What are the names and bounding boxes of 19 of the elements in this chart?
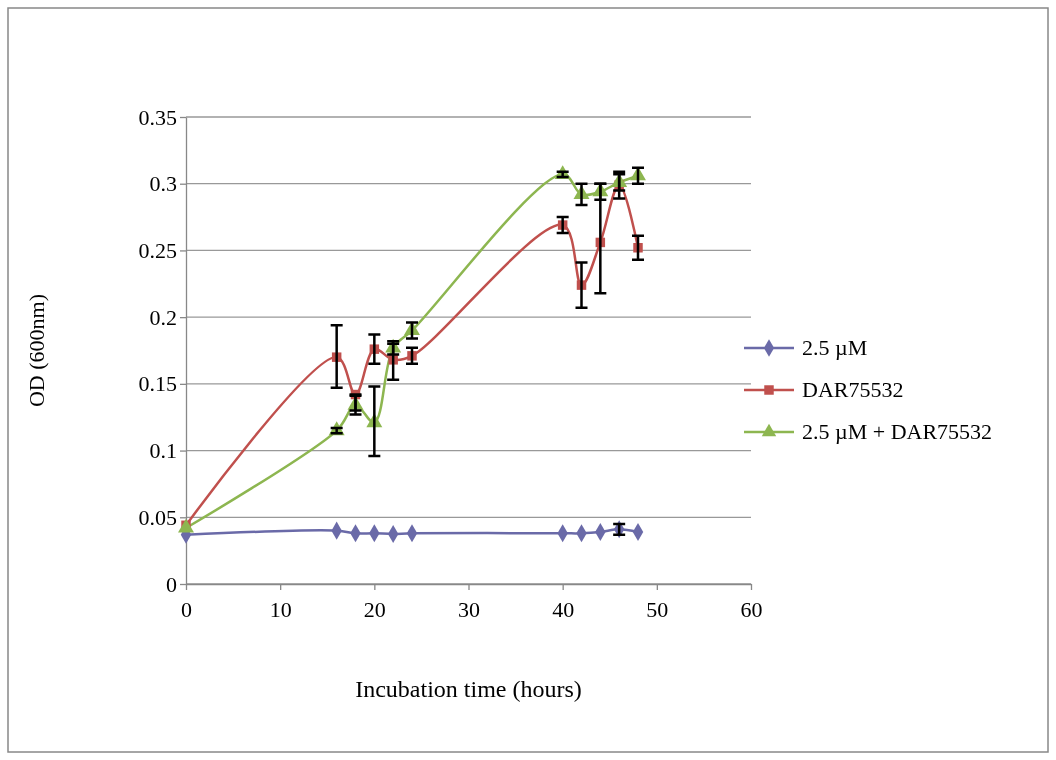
y-tick-label: 0.2: [149, 304, 177, 330]
y-tick-label: 0.15: [138, 371, 177, 397]
y-tick-label: 0.25: [138, 237, 177, 263]
legend-label: 2.5 µM + DAR75532: [802, 419, 993, 444]
legend-label: 2.5 µM: [802, 335, 868, 360]
legend-label: DAR75532: [802, 377, 904, 402]
x-tick-label: 60: [740, 597, 763, 623]
y-tick-label: 0.35: [138, 104, 177, 130]
x-tick-label: 40: [552, 597, 575, 623]
x-tick-label: 10: [269, 597, 292, 623]
y-tick-label: 0.05: [138, 504, 177, 530]
y-tick-label: 0.3: [149, 171, 177, 197]
y-tick-label: 0.1: [149, 438, 177, 464]
x-tick-label: 30: [458, 597, 480, 623]
y-axis-title: OD (600nm): [24, 293, 49, 408]
y-tick-label: 0: [166, 571, 177, 597]
x-axis-title: Incubation time (hours): [355, 676, 582, 702]
x-tick-label: 20: [363, 597, 386, 623]
x-tick-label: 50: [646, 597, 669, 623]
